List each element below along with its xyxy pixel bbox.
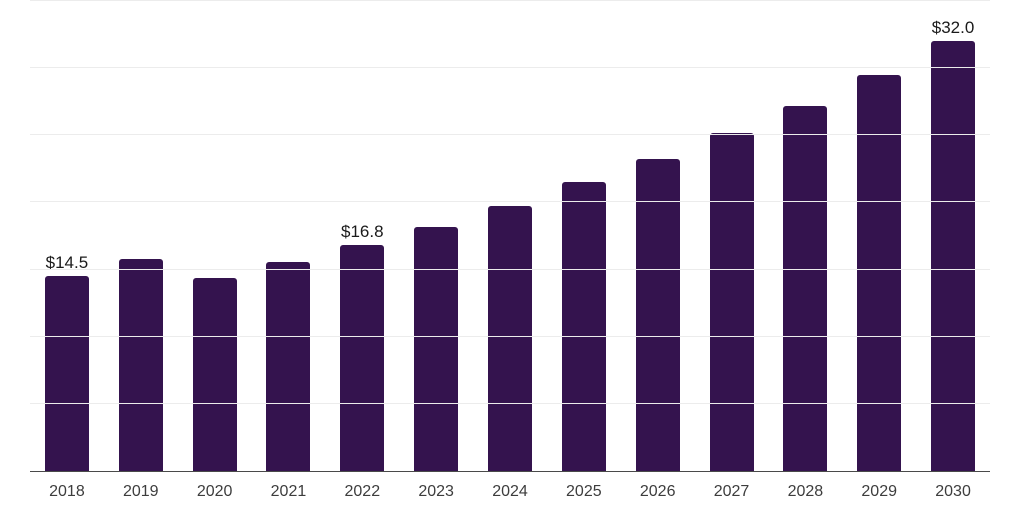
bar-slot-2026	[621, 1, 695, 471]
bar-2027	[709, 132, 754, 471]
x-axis-label-2029: 2029	[861, 483, 897, 500]
bar-2030	[931, 41, 976, 471]
bar-slot-2023	[399, 1, 473, 471]
bar-slot-2022: $16.8	[325, 1, 399, 471]
bar-2020	[192, 277, 237, 471]
x-axis-label-2030: 2030	[935, 483, 971, 500]
gridline-10	[30, 335, 990, 337]
bar-2025	[561, 182, 606, 471]
x-axis: 2018 2019 2020 2021 2022 2023 2024 2025 2026 2027…	[30, 482, 990, 501]
bar-slot-2020	[178, 1, 252, 471]
x-axis-label-2019: 2019	[122, 483, 159, 500]
bar-2018	[44, 276, 89, 471]
bar-2021	[266, 261, 311, 471]
x-axis-label-2022: 2022	[344, 483, 381, 500]
bar-2019	[118, 258, 163, 471]
bar-slot-2028	[768, 1, 842, 471]
bar-slot-2024	[473, 1, 547, 471]
x-axis-label-2028: 2028	[787, 483, 824, 500]
gridline-20	[30, 201, 990, 203]
gridline-30	[30, 67, 990, 69]
x-axis-label-2023: 2023	[418, 483, 454, 500]
bar-slot-2029	[842, 1, 916, 471]
bar-2024	[487, 206, 532, 471]
x-axis-label-2021: 2021	[270, 483, 307, 500]
bar-2022	[340, 245, 385, 471]
gridline-35	[30, 0, 990, 1]
bar-slot-2021	[252, 1, 326, 471]
x-axis-label-2020: 2020	[196, 483, 233, 500]
gridline-25	[30, 134, 990, 136]
bar-value-label-2018: $14.5	[45, 253, 89, 273]
bar-2028	[783, 105, 828, 471]
bar-slot-2019	[104, 1, 178, 471]
x-axis-label-2026: 2026	[639, 483, 676, 500]
bar-slot-2018: $14.5	[30, 1, 104, 471]
plot-area: $14.5 $16.8 $32.0	[30, 0, 990, 472]
bar-slot-2025	[547, 1, 621, 471]
x-axis-label-2018: 2018	[49, 483, 85, 500]
bar-slot-2030: $32.0	[916, 1, 990, 471]
bar-2029	[857, 74, 902, 471]
x-axis-label-2024: 2024	[492, 483, 528, 500]
bar-2023	[414, 226, 459, 471]
bar-value-label-2030: $32.0	[931, 18, 975, 38]
bar-2026	[635, 159, 680, 471]
bars-container: $14.5 $16.8 $32.0	[30, 1, 990, 471]
bar-slot-2027	[695, 1, 769, 471]
x-axis-label-2027: 2027	[713, 483, 750, 500]
gridline-5	[30, 402, 990, 404]
gridline-15	[30, 268, 990, 270]
bar-value-label-2022: $16.8	[341, 222, 384, 242]
x-axis-label-2025: 2025	[566, 483, 602, 500]
